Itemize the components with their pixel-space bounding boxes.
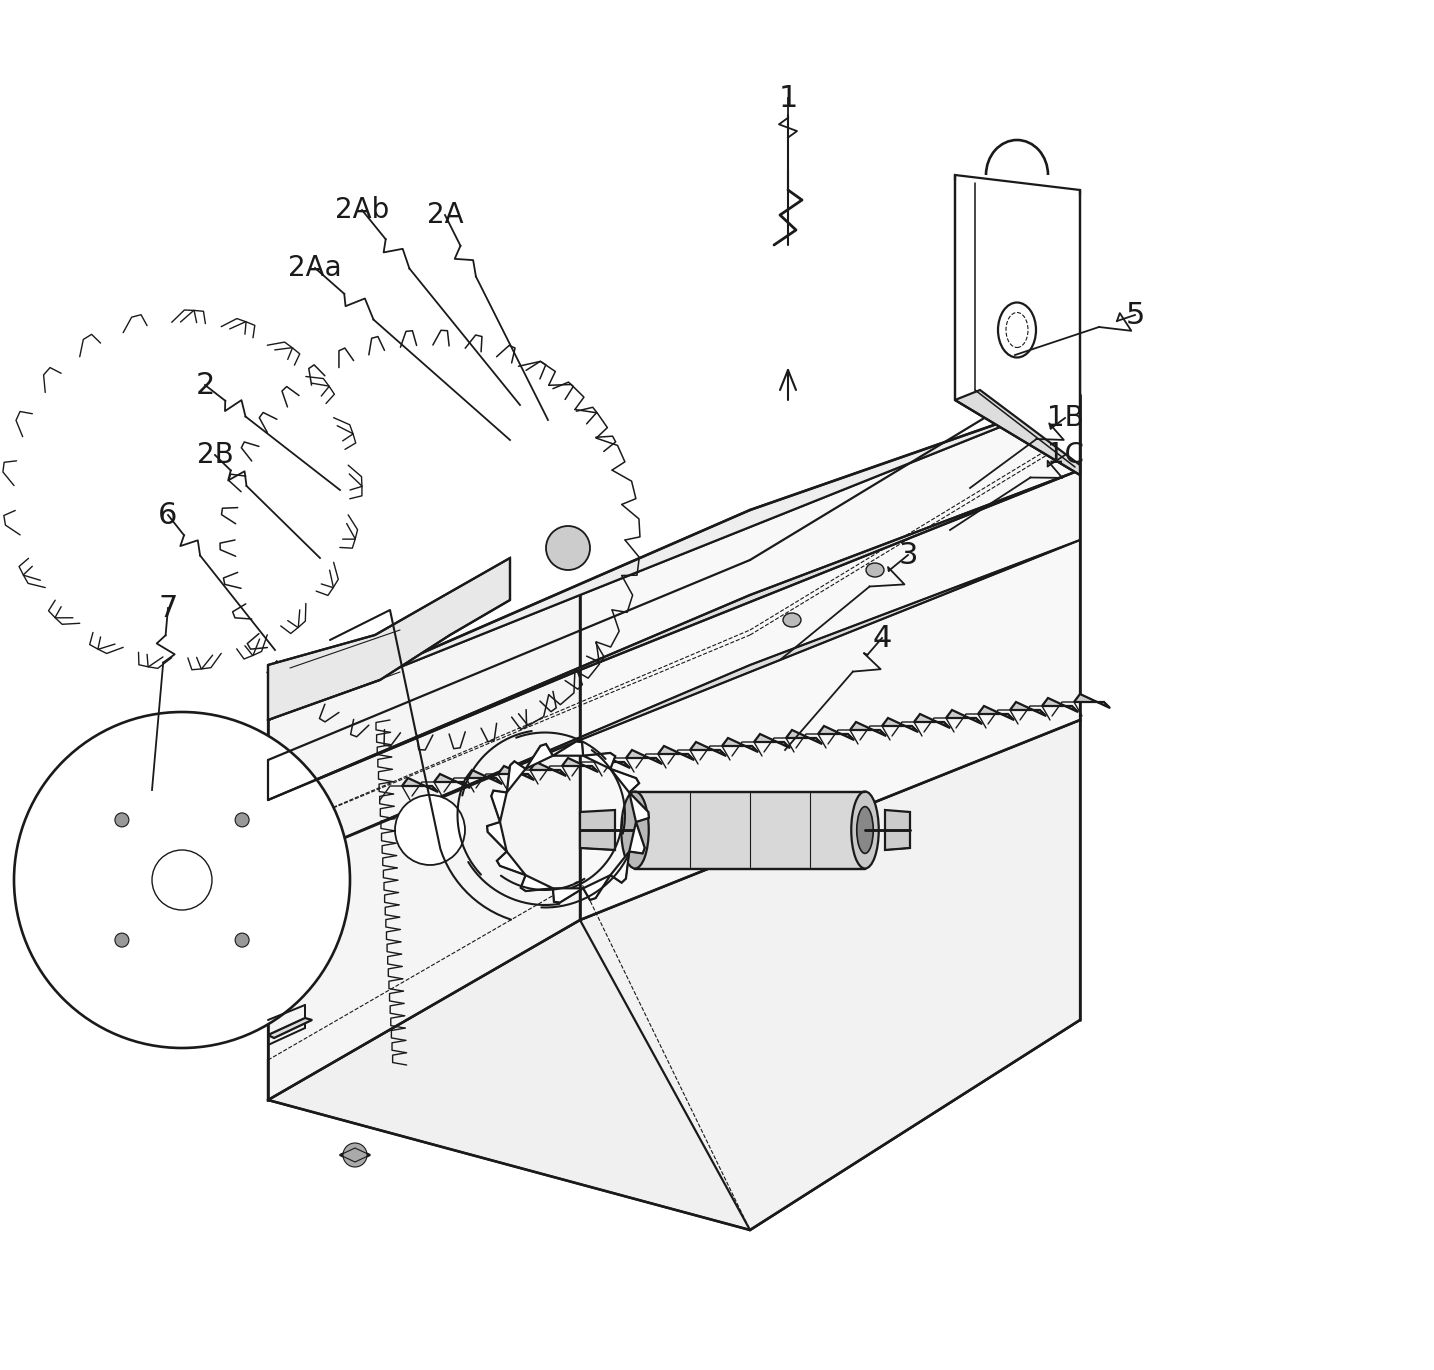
Polygon shape [496, 852, 526, 875]
Text: 2Ab: 2Ab [336, 196, 389, 225]
Text: 2A: 2A [427, 201, 463, 229]
Polygon shape [658, 747, 694, 760]
Ellipse shape [621, 792, 648, 869]
Polygon shape [579, 395, 1080, 921]
Polygon shape [955, 175, 1080, 475]
Polygon shape [268, 540, 1080, 870]
Polygon shape [579, 721, 1080, 1230]
Polygon shape [554, 888, 584, 903]
Polygon shape [488, 822, 506, 852]
Polygon shape [885, 810, 911, 849]
Text: 2: 2 [195, 370, 215, 400]
Polygon shape [978, 706, 1014, 721]
Polygon shape [466, 770, 502, 784]
Ellipse shape [866, 563, 883, 577]
Polygon shape [584, 875, 611, 900]
Circle shape [394, 795, 465, 864]
Polygon shape [754, 734, 790, 748]
Polygon shape [630, 792, 650, 822]
Polygon shape [506, 762, 526, 792]
Polygon shape [521, 875, 554, 891]
Text: 6: 6 [158, 500, 178, 529]
Polygon shape [690, 743, 726, 756]
Polygon shape [721, 738, 759, 752]
Polygon shape [268, 890, 1080, 1230]
Ellipse shape [852, 792, 879, 869]
Polygon shape [498, 766, 533, 780]
Polygon shape [526, 744, 554, 769]
Polygon shape [340, 1148, 370, 1162]
Polygon shape [627, 749, 663, 764]
Circle shape [115, 933, 129, 947]
Text: 1C: 1C [1047, 441, 1084, 469]
Text: 7: 7 [158, 593, 178, 622]
Text: 4: 4 [872, 623, 892, 652]
Circle shape [546, 526, 589, 570]
Polygon shape [268, 595, 579, 1100]
Polygon shape [268, 395, 1080, 721]
Text: 1: 1 [779, 84, 797, 112]
Polygon shape [882, 718, 918, 732]
Circle shape [115, 812, 129, 827]
Polygon shape [611, 852, 630, 882]
Polygon shape [584, 754, 615, 769]
Polygon shape [268, 558, 511, 721]
Polygon shape [955, 390, 1080, 475]
Text: 5: 5 [1126, 300, 1144, 330]
Polygon shape [268, 470, 1080, 800]
Polygon shape [268, 880, 579, 1100]
Polygon shape [635, 792, 865, 869]
Polygon shape [850, 722, 886, 736]
Polygon shape [531, 762, 566, 775]
Circle shape [343, 1143, 367, 1167]
Polygon shape [1043, 697, 1078, 712]
Polygon shape [946, 710, 982, 723]
Polygon shape [913, 714, 949, 727]
Polygon shape [492, 790, 506, 822]
Text: 3: 3 [898, 541, 918, 570]
Polygon shape [630, 822, 645, 854]
Polygon shape [579, 810, 615, 849]
Polygon shape [786, 730, 822, 744]
Circle shape [235, 812, 250, 827]
Circle shape [235, 933, 250, 947]
Circle shape [152, 849, 212, 910]
Ellipse shape [783, 612, 802, 627]
Polygon shape [594, 754, 630, 769]
Polygon shape [554, 741, 584, 756]
Polygon shape [817, 726, 855, 740]
Polygon shape [268, 1018, 313, 1038]
Polygon shape [611, 769, 640, 792]
Circle shape [14, 712, 350, 1048]
Text: 1B: 1B [1047, 404, 1083, 432]
Polygon shape [435, 774, 470, 788]
Text: 2Aa: 2Aa [288, 253, 341, 282]
Polygon shape [1074, 695, 1110, 708]
Ellipse shape [856, 807, 873, 854]
Polygon shape [562, 758, 598, 773]
Text: 2B: 2B [196, 441, 234, 469]
Polygon shape [402, 778, 437, 792]
Polygon shape [1010, 701, 1045, 717]
